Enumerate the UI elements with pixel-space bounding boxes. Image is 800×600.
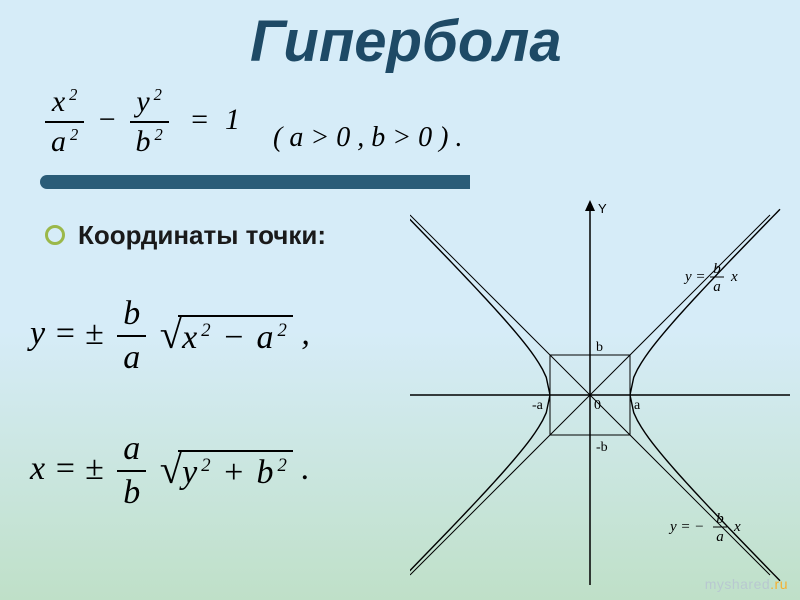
equation-y: y = ± b a √ x2 − a2 , bbox=[30, 295, 310, 377]
svg-text:b: b bbox=[596, 340, 603, 355]
svg-text:b: b bbox=[713, 261, 721, 277]
slide-title: Гипербола bbox=[250, 8, 562, 75]
svg-text:x: x bbox=[733, 519, 741, 535]
hyperbola-graph: Y0a-ab-by = baxy = − bax bbox=[410, 195, 790, 585]
svg-text:y = −: y = − bbox=[668, 519, 704, 535]
svg-text:-a: -a bbox=[532, 398, 544, 413]
condition-text: ( a > 0 , b > 0 ) . bbox=[273, 122, 462, 154]
subtitle-text: Координаты точки: bbox=[78, 220, 326, 251]
equation-x: x = ± a b √ y2 + b2 . bbox=[30, 430, 310, 512]
main-equation: x2 a2 − y2 b2 = 1 bbox=[40, 85, 240, 159]
svg-text:-b: -b bbox=[596, 440, 608, 455]
svg-text:a: a bbox=[634, 398, 641, 413]
bullet-icon bbox=[45, 225, 65, 245]
svg-text:0: 0 bbox=[594, 398, 601, 413]
svg-text:y =: y = bbox=[683, 269, 706, 285]
svg-text:a: a bbox=[713, 279, 721, 295]
svg-text:Y: Y bbox=[598, 201, 607, 216]
svg-text:x: x bbox=[730, 269, 738, 285]
divider-bar bbox=[40, 175, 470, 189]
svg-text:b: b bbox=[716, 511, 724, 527]
svg-text:a: a bbox=[716, 529, 724, 545]
watermark-text: myshared.ru bbox=[705, 576, 788, 592]
